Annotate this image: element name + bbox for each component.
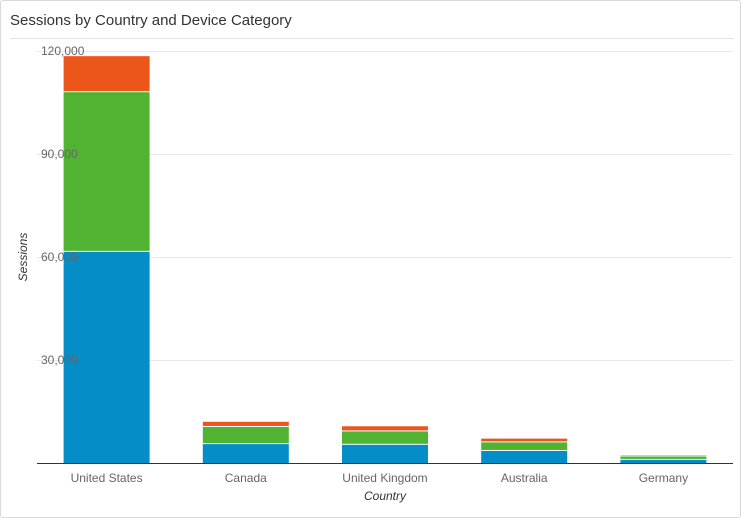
x-axis-title: Country [364,489,407,503]
bar-segment[interactable] [481,442,568,450]
y-tick-label: 30,000 [41,353,78,367]
x-tick-label: United States [71,471,143,485]
bar-segment[interactable] [342,426,428,431]
bar-segment[interactable] [342,431,428,444]
y-tick-labels: 30,000 60,000 90,000 120,000 [41,44,85,367]
bar-segment[interactable] [63,251,150,463]
bar-segment[interactable] [202,421,289,426]
bar-segment[interactable] [63,56,150,92]
bar-segment[interactable] [202,426,289,444]
bar-segment[interactable] [620,459,707,463]
y-tick-label: 90,000 [41,147,78,161]
x-tick-label: United Kingdom [342,471,427,485]
bar-segment[interactable] [481,438,568,442]
x-tick-label: Canada [225,471,267,485]
x-tick-label: Germany [639,471,688,485]
y-tick-label: 60,000 [41,250,78,264]
y-axis-title: Sessions [16,233,30,282]
bar-segment[interactable] [481,450,568,463]
bar-segment[interactable] [202,444,289,463]
x-tick-label: Australia [501,471,548,485]
chart-title: Sessions by Country and Device Category [10,12,292,29]
gridlines [37,51,733,361]
x-tick-labels: United States Canada United Kingdom Austral… [71,471,689,485]
title-divider [10,38,734,39]
bar-segment[interactable] [63,92,150,251]
bars [63,56,707,463]
bar-segment[interactable] [620,456,707,459]
y-tick-label: 120,000 [41,44,85,58]
bar-segment[interactable] [342,444,428,463]
